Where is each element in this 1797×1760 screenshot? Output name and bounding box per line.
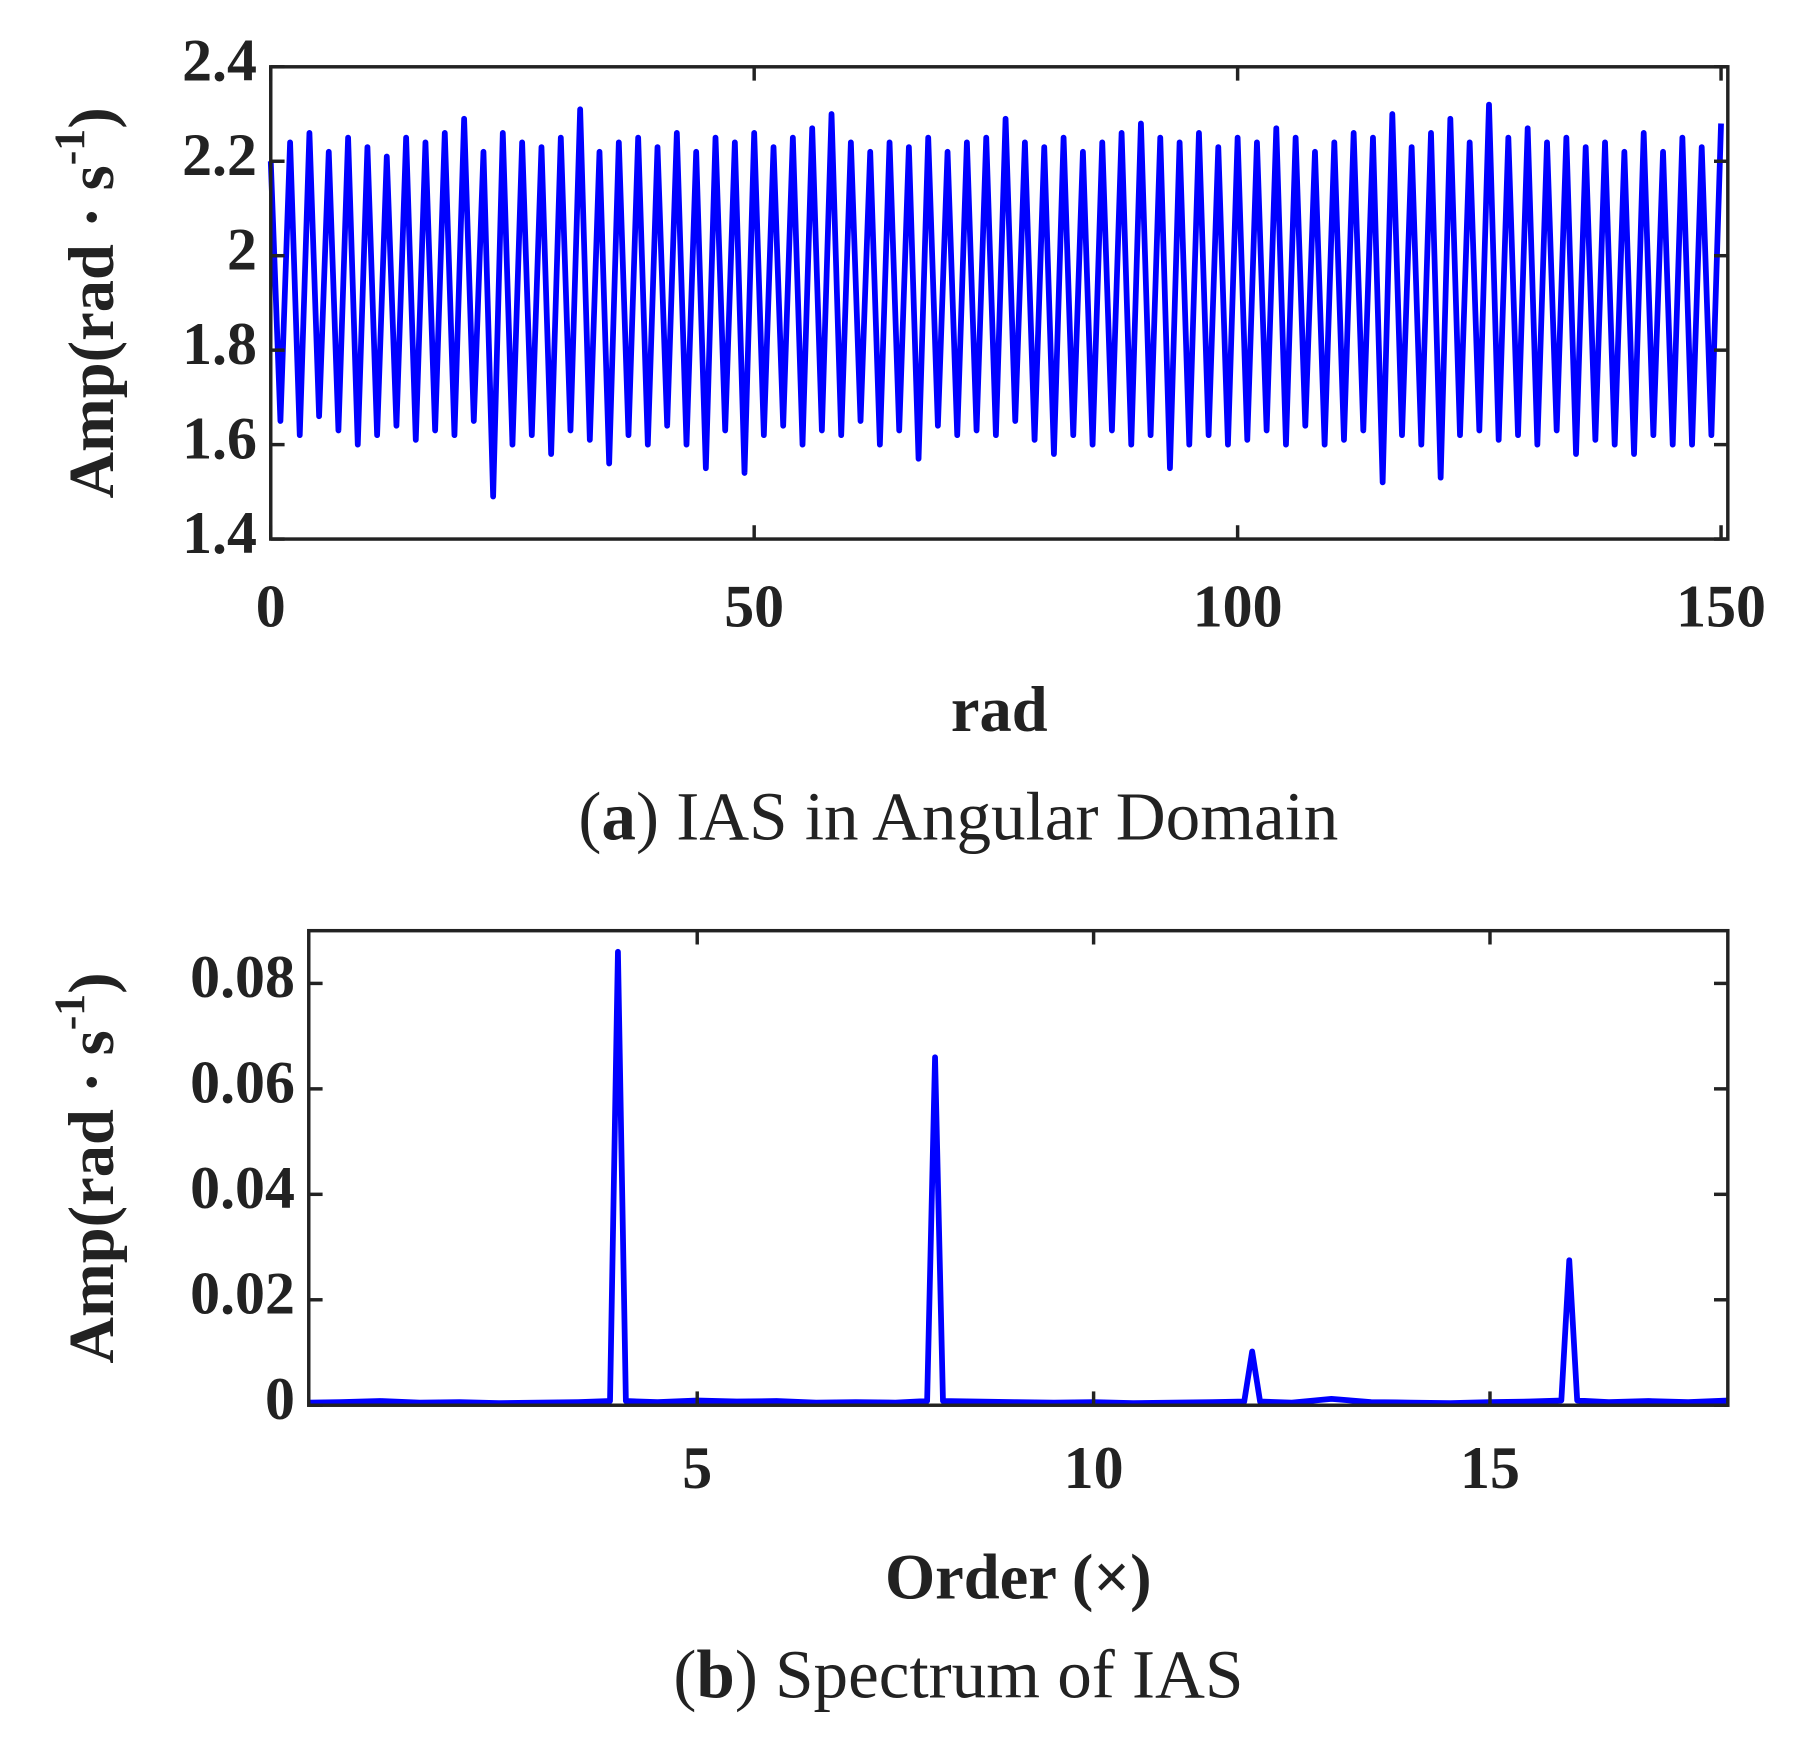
y-axis-label-part: -1 (46, 994, 94, 1030)
y-tick-label: 1.8 (182, 311, 257, 377)
x-axis-label: rad (951, 674, 1048, 745)
caption-part: ( (578, 777, 601, 854)
y-tick-label: 1.6 (182, 405, 257, 471)
caption: (a) IAS in Angular Domain (578, 777, 1338, 854)
y-tick-label: 0.04 (190, 1155, 295, 1221)
caption-part: ) IAS in Angular Domain (636, 777, 1338, 854)
x-tick-label: 5 (682, 1435, 712, 1501)
y-axis-label-part: Amp(rad · s (56, 1030, 127, 1363)
x-tick-label: 10 (1064, 1435, 1124, 1501)
x-tick-label: 50 (724, 574, 784, 640)
y-tick-label: 0 (265, 1366, 295, 1432)
y-axis-label-part: ) (56, 972, 127, 993)
series-line (267, 101, 1724, 500)
x-tick-label: 0 (256, 574, 286, 640)
y-axis-label-part: ) (56, 107, 127, 128)
y-tick-label: 0.02 (190, 1261, 295, 1327)
y-tick-label: 2.4 (182, 28, 257, 94)
y-tick-label: 0.08 (190, 944, 295, 1010)
y-axis-label-part: -1 (46, 129, 94, 165)
y-tick-label: 2 (227, 216, 257, 282)
x-tick-label: 150 (1676, 574, 1766, 640)
x-tick-label: 15 (1460, 1435, 1520, 1501)
caption-part: a (601, 777, 636, 854)
caption: (b) Spectrum of IAS (673, 1636, 1243, 1713)
chart: 5 10 15 0 0.02 0.04 0.06 0.08 Order (×) Amp(rad ·… (46, 928, 1730, 1713)
x-tick-label: 100 (1193, 574, 1283, 640)
chart: 0 50 100 150 1.4 1.6 1.8 2 2.2 2.4 rad Amp(rad · s-… (46, 28, 1766, 855)
y-axis-label-part: Amp(rad · s (56, 165, 127, 498)
y-tick-label: 0.06 (190, 1050, 295, 1116)
y-tick-label: 1.4 (182, 500, 257, 566)
y-axis-label: Amp(rad · s-1) (46, 972, 127, 1363)
plot-frame (269, 65, 1730, 541)
y-axis-label: Amp(rad · s-1) (46, 107, 127, 498)
x-axis-label: Order (×) (885, 1542, 1152, 1613)
caption-part: b (696, 1636, 734, 1713)
caption-part: ) Spectrum of IAS (735, 1636, 1244, 1713)
caption-part: ( (673, 1636, 696, 1713)
plot-frame (307, 928, 1730, 1407)
y-tick-label: 2.2 (182, 122, 257, 188)
series-line (308, 948, 1728, 1407)
